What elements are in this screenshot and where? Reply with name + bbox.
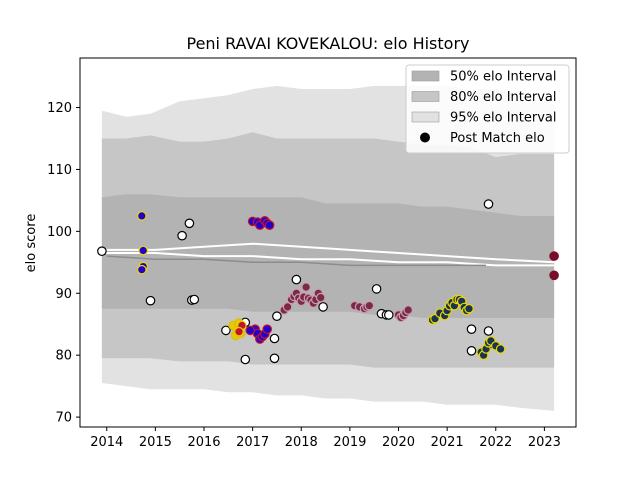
data-point [189,294,200,305]
mean-line [101,252,555,267]
x-tick-label: 2021 [431,435,464,450]
data-point [245,325,255,336]
data-point [137,264,147,275]
plot-frame [79,57,577,428]
legend-label: 50% elo Interval [450,70,557,85]
x-tick-label: 2018 [285,435,318,450]
y-tick-label: 120 [47,101,72,116]
y-tick-label: 110 [47,163,72,178]
legend-label: 80% elo Interval [450,90,557,105]
data-point [466,345,477,356]
data-point [315,292,326,303]
data-point [301,282,311,292]
y-axis-ticks: 70 80 90 100 110 120 [47,101,80,426]
data-point [137,211,147,221]
data-point [269,333,280,344]
data-point [549,251,559,261]
data-point [495,344,506,354]
data-point [483,199,494,209]
legend-marker [420,132,430,143]
legend-swatch [411,70,440,82]
x-tick-label: 2020 [382,435,415,450]
data-point [318,302,328,312]
data-point [269,353,280,364]
data-point [184,218,195,229]
data-point [262,324,272,334]
data-point [549,270,559,281]
data-point [177,230,187,241]
x-axis-ticks: 2014 2015 2016 2017 2018 2019 2020 2021 2022 2023 [90,427,561,450]
legend-label: Post Match elo [450,131,545,146]
x-tick-label: 2017 [236,435,269,450]
legend-swatch [411,91,440,102]
legend: 50% elo Interval 80% elo Interval 95% elo … [405,64,570,154]
data-point [383,310,394,320]
x-tick-label: 2014 [90,435,123,450]
y-tick-label: 100 [47,225,72,240]
y-tick-label: 90 [55,287,72,302]
y-axis-label: elo score [24,214,39,273]
data-point [282,302,293,312]
data-point [403,305,413,315]
data-point [264,220,275,230]
data-point [272,311,282,321]
legend-box [405,64,570,154]
data-point [221,325,231,336]
data-point [138,245,148,256]
x-tick-label: 2015 [139,435,172,450]
data-point [464,303,474,314]
plot-area [97,85,559,411]
data-point [364,300,375,311]
band-50 [101,194,555,318]
x-tick-label: 2023 [528,435,561,450]
x-tick-label: 2016 [187,435,220,450]
x-tick-label: 2022 [479,435,512,450]
data-point [466,324,477,334]
x-tick-label: 2019 [333,435,366,450]
data-point [291,274,302,285]
legend-label: 95% elo Interval [450,111,557,126]
data-point [240,354,251,365]
mean-line [106,255,486,267]
legend-swatch [411,111,440,123]
chart-title: Peni RAVAI KOVEKALOU: elo History [186,34,469,53]
mean-line [101,242,555,264]
data-point [145,295,156,306]
data-point [234,326,244,337]
data-point [97,246,107,256]
y-tick-label: 70 [55,411,72,426]
data-point [371,284,382,294]
data-point [483,326,494,336]
y-tick-label: 80 [55,349,72,364]
